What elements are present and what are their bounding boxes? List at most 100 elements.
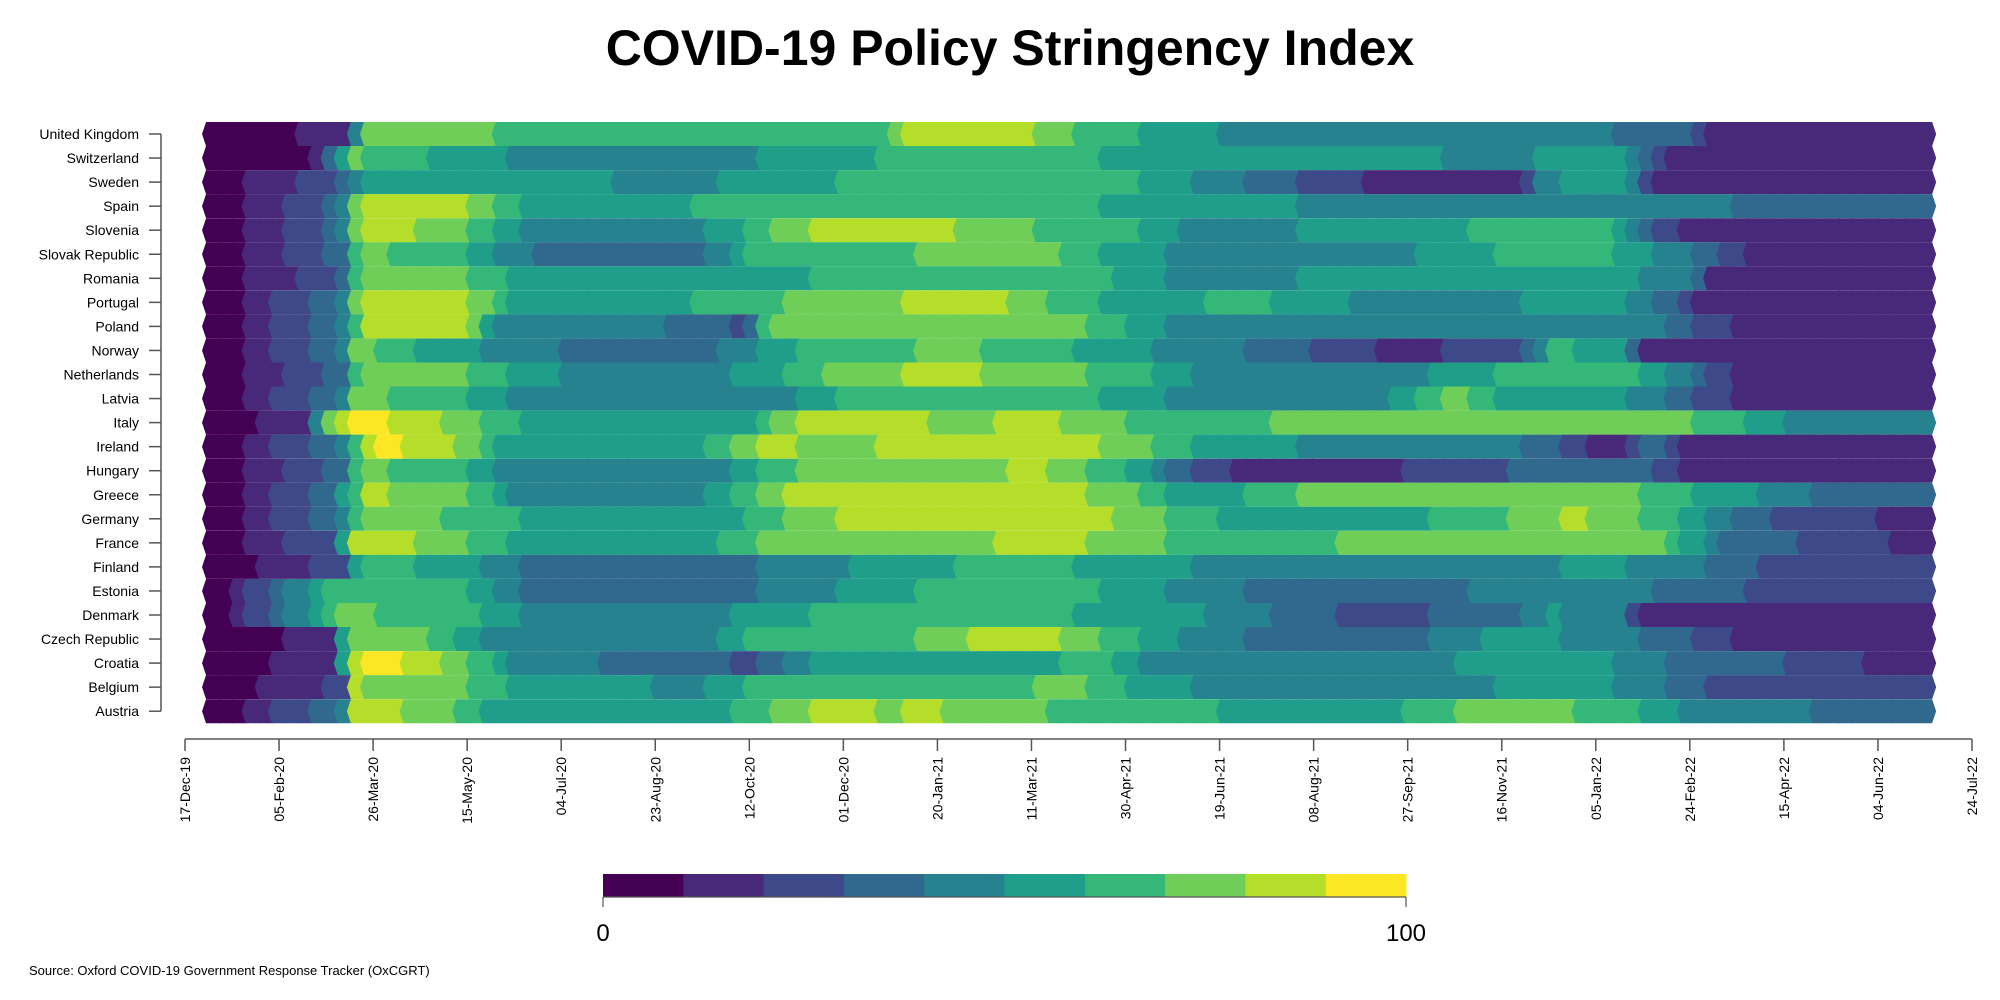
heatmap-row bbox=[202, 627, 1937, 652]
x-tick-label: 15-May-20 bbox=[459, 757, 475, 824]
x-tick-label: 26-Mar-20 bbox=[365, 757, 381, 822]
y-tick-label: Ireland bbox=[96, 439, 139, 455]
y-tick-label: Estonia bbox=[92, 583, 139, 599]
heatmap-row bbox=[202, 410, 1937, 435]
legend-swatch bbox=[683, 874, 765, 897]
heatmap-cell bbox=[1913, 170, 1937, 195]
heatmap-cell bbox=[1913, 338, 1937, 363]
x-tick-label: 27-Sep-21 bbox=[1400, 757, 1416, 823]
y-axis: United Kingdom Switzerland Sweden Spain Slov… bbox=[39, 126, 162, 719]
heatmap-cell bbox=[1913, 458, 1937, 483]
heatmap-row bbox=[202, 194, 1937, 219]
y-tick-label: Hungary bbox=[86, 463, 139, 479]
y-tick-label: United Kingdom bbox=[39, 126, 139, 142]
heatmap-cell bbox=[1913, 410, 1937, 435]
y-tick-label: Switzerland bbox=[67, 150, 139, 166]
x-tick-label: 11-Mar-21 bbox=[1023, 757, 1039, 821]
x-tick-label: 16-Nov-21 bbox=[1494, 757, 1510, 823]
legend-swatch bbox=[1165, 874, 1246, 897]
legend-max-label: 100 bbox=[1386, 920, 1426, 947]
legend-min-label: 0 bbox=[596, 920, 609, 947]
y-tick-label: Latvia bbox=[102, 391, 140, 407]
x-tick-label: 05-Jan-22 bbox=[1588, 757, 1604, 820]
y-tick-label: Finland bbox=[93, 559, 139, 575]
heatmap-cell bbox=[1913, 627, 1937, 652]
heatmap-row bbox=[202, 314, 1937, 339]
source-note: Source: Oxford COVID-19 Government Respo… bbox=[29, 963, 430, 978]
y-tick-label: Portugal bbox=[87, 294, 139, 310]
y-tick-label: Czech Republic bbox=[41, 631, 139, 647]
y-tick-label: Romania bbox=[83, 270, 139, 286]
y-tick-label: Italy bbox=[113, 415, 139, 431]
x-tick-label: 24-Jul-22 bbox=[1964, 757, 1980, 816]
heatmap-cell bbox=[1913, 146, 1937, 171]
heatmap-row bbox=[202, 603, 1937, 627]
heatmap-row bbox=[202, 675, 1937, 700]
heatmap-cell bbox=[1913, 194, 1937, 219]
y-tick-label: France bbox=[95, 535, 139, 551]
heatmap-row bbox=[202, 482, 1937, 507]
heatmap-row bbox=[202, 146, 1937, 171]
legend-swatch bbox=[763, 874, 845, 897]
y-tick-label: Greece bbox=[93, 487, 139, 503]
x-tick-label: 24-Feb-22 bbox=[1682, 757, 1698, 822]
x-tick-label: 04-Jun-22 bbox=[1870, 757, 1886, 820]
heatmap-row bbox=[202, 338, 1937, 363]
x-axis: 17-Dec-19 05-Feb-20 26-Mar-20 15-May-20 04-J… bbox=[177, 738, 1980, 824]
heatmap-cells bbox=[202, 122, 1937, 724]
heatmap-cell bbox=[1913, 434, 1937, 459]
heatmap-row bbox=[202, 290, 1937, 315]
heatmap-row bbox=[202, 386, 1937, 411]
heatmap-cell bbox=[1913, 266, 1937, 291]
y-tick-label: Norway bbox=[92, 342, 139, 358]
heatmap-cell bbox=[1913, 554, 1937, 579]
heatmap-cell bbox=[1913, 530, 1937, 555]
y-tick-label: Sweden bbox=[88, 174, 139, 190]
heatmap-cell bbox=[1913, 482, 1937, 507]
heatmap-cell bbox=[1913, 362, 1937, 387]
x-tick-label: 04-Jul-20 bbox=[553, 757, 569, 816]
y-tick-label: Slovenia bbox=[85, 222, 139, 238]
heatmap-cell bbox=[1913, 242, 1937, 267]
heatmap-cell bbox=[1913, 218, 1937, 243]
legend-swatch bbox=[924, 874, 1005, 897]
y-tick-label: Netherlands bbox=[64, 367, 140, 383]
y-tick-label: Croatia bbox=[94, 655, 139, 671]
y-tick-label: Spain bbox=[103, 198, 139, 214]
y-tick-label: Belgium bbox=[88, 679, 139, 695]
heatmap-row bbox=[202, 458, 1937, 483]
legend-swatch bbox=[603, 874, 684, 897]
x-tick-label: 15-Apr-22 bbox=[1776, 757, 1792, 819]
heatmap-row bbox=[202, 170, 1937, 195]
heatmap-cell bbox=[1913, 651, 1937, 676]
heatmap-cell bbox=[1913, 699, 1937, 724]
heatmap-row bbox=[202, 554, 1937, 579]
heatmap-cell bbox=[1913, 578, 1937, 603]
heatmap-row bbox=[202, 651, 1937, 676]
heatmap-row bbox=[202, 530, 1937, 555]
heatmap-cell bbox=[1913, 603, 1937, 627]
legend-swatch bbox=[1245, 874, 1327, 897]
heatmap-cell bbox=[1913, 675, 1937, 700]
heatmap-row bbox=[202, 266, 1937, 291]
heatmap-row bbox=[202, 434, 1937, 459]
legend-swatch bbox=[843, 874, 925, 897]
heatmap-row bbox=[202, 699, 1937, 724]
legend-swatch bbox=[1325, 874, 1407, 897]
heatmap-row bbox=[202, 122, 1937, 146]
y-tick-label: Austria bbox=[95, 703, 139, 719]
y-tick-label: Slovak Republic bbox=[39, 246, 139, 262]
legend-swatch bbox=[1004, 874, 1086, 897]
heatmap-cell bbox=[1913, 122, 1937, 146]
x-tick-label: 23-Aug-20 bbox=[647, 757, 663, 823]
heatmap-row bbox=[202, 242, 1937, 267]
heatmap-cell bbox=[1913, 314, 1937, 339]
x-tick-label: 01-Dec-20 bbox=[835, 757, 851, 823]
heatmap-cell bbox=[1913, 290, 1937, 315]
y-tick-label: Denmark bbox=[82, 607, 140, 623]
x-tick-label: 05-Feb-20 bbox=[271, 757, 287, 822]
heatmap-row bbox=[202, 506, 1937, 531]
heatmap-row bbox=[202, 362, 1937, 387]
